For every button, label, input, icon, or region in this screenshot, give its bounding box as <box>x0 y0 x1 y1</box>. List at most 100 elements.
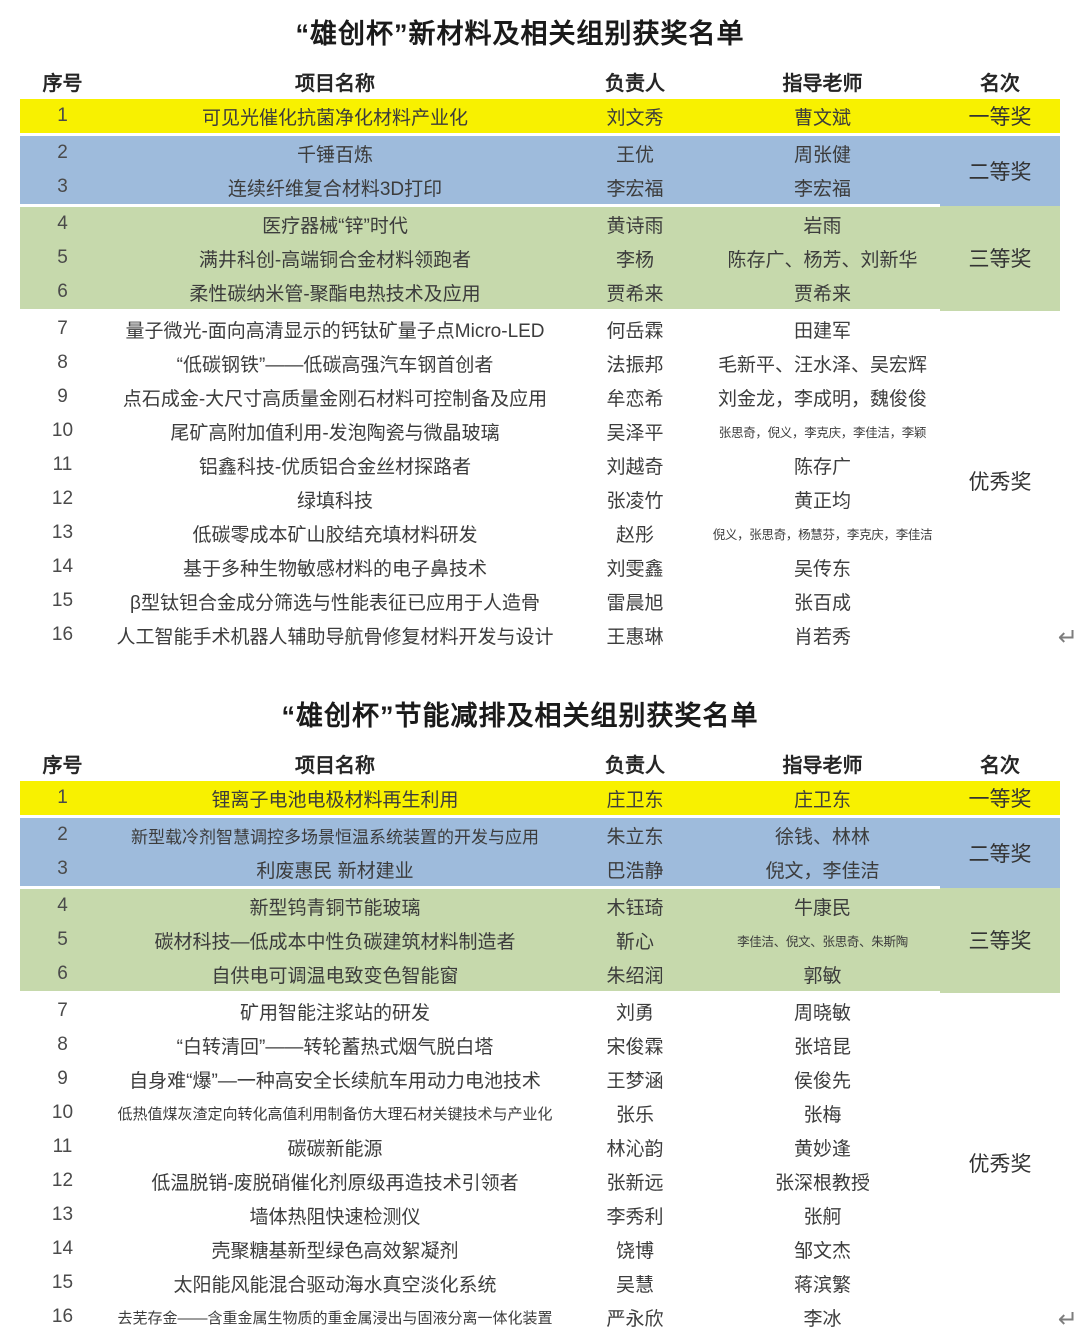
project-name-cell: 新型钨青铜节能玻璃 <box>105 888 565 924</box>
project-name-cell: 量子微光-面向高清显示的钙钛矿量子点Micro-LED <box>105 311 565 347</box>
rank-cell: 三等奖 <box>940 888 1060 993</box>
sequence-cell: 11 <box>20 448 105 482</box>
leader-cell: 庄卫东 <box>565 781 705 817</box>
advisor-cell: 岩雨 <box>705 206 940 242</box>
leader-cell: 木钰琦 <box>565 888 705 924</box>
project-name-cell: 人工智能手术机器人辅助导航骨修复材料开发与设计 <box>105 618 565 652</box>
rank-cell: 优秀奖 <box>940 993 1060 1334</box>
sequence-cell: 16 <box>20 618 105 652</box>
sequence-cell: 10 <box>20 1096 105 1130</box>
leader-cell: 李杨 <box>565 241 705 275</box>
project-name-cell: 可见光催化抗菌净化材料产业化 <box>105 99 565 135</box>
sequence-cell: 12 <box>20 482 105 516</box>
advisor-cell: 张培昆 <box>705 1028 940 1062</box>
header-row: 序号项目名称负责人指导老师名次 <box>20 745 1060 781</box>
column-header: 名次 <box>940 63 1060 99</box>
project-name-cell: 去芜存金——含重金属生物质的重金属浸出与固液分离一体化装置 <box>105 1300 565 1334</box>
header-row: 序号项目名称负责人指导老师名次 <box>20 63 1060 99</box>
leader-cell: 林沁韵 <box>565 1130 705 1164</box>
table-row: 8“白转清回”——转轮蓄热式烟气脱白塔宋俊霖张培昆 <box>20 1028 1060 1062</box>
advisor-cell: 吴传东 <box>705 550 940 584</box>
sequence-cell: 13 <box>20 516 105 550</box>
sequence-cell: 9 <box>20 380 105 414</box>
table-header: 序号项目名称负责人指导老师名次 <box>20 63 1060 99</box>
leader-cell: 李宏福 <box>565 170 705 206</box>
leader-cell: 宋俊霖 <box>565 1028 705 1062</box>
sequence-cell: 14 <box>20 550 105 584</box>
project-name-cell: 低热值煤灰渣定向转化高值利用制备仿大理石材关键技术与产业化 <box>105 1096 565 1130</box>
project-name-cell: 自身难“爆”—一种高安全长续航车用动力电池技术 <box>105 1062 565 1096</box>
sequence-cell: 15 <box>20 584 105 618</box>
project-name-cell: 医疗器械“锌”时代 <box>105 206 565 242</box>
sequence-cell: 1 <box>20 99 105 135</box>
sequence-cell: 12 <box>20 1164 105 1198</box>
project-name-cell: 新型载冷剂智慧调控多场景恒温系统装置的开发与应用 <box>105 817 565 853</box>
table-header: 序号项目名称负责人指导老师名次 <box>20 745 1060 781</box>
leader-cell: 巴浩静 <box>565 852 705 888</box>
leader-cell: 王惠琳 <box>565 618 705 652</box>
leader-cell: 黄诗雨 <box>565 206 705 242</box>
sequence-cell: 11 <box>20 1130 105 1164</box>
advisor-cell: 贾希来 <box>705 275 940 311</box>
leader-cell: 刘雯鑫 <box>565 550 705 584</box>
sequence-cell: 13 <box>20 1198 105 1232</box>
advisor-cell: 陈存广、杨芳、刘新华 <box>705 241 940 275</box>
column-header: 序号 <box>20 745 105 781</box>
project-name-cell: 点石成金-大尺寸高质量金刚石材料可控制备及应用 <box>105 380 565 414</box>
sequence-cell: 10 <box>20 414 105 448</box>
advisor-cell: 牛康民 <box>705 888 940 924</box>
column-header: 序号 <box>20 63 105 99</box>
leader-cell: 朱立东 <box>565 817 705 853</box>
project-name-cell: 柔性碳纳米管-聚酯电热技术及应用 <box>105 275 565 311</box>
sequence-cell: 8 <box>20 346 105 380</box>
sequence-cell: 15 <box>20 1266 105 1300</box>
sequence-cell: 9 <box>20 1062 105 1096</box>
sequence-cell: 7 <box>20 993 105 1029</box>
project-name-cell: 壳聚糖基新型绿色高效絮凝剂 <box>105 1232 565 1266</box>
leader-cell: 刘勇 <box>565 993 705 1029</box>
advisor-cell: 侯俊先 <box>705 1062 940 1096</box>
rank-cell: 优秀奖 <box>940 311 1060 653</box>
advisor-cell: 黄正均 <box>705 482 940 516</box>
leader-cell: 刘文秀 <box>565 99 705 135</box>
advisor-cell: 庄卫东 <box>705 781 940 817</box>
sequence-cell: 1 <box>20 781 105 817</box>
advisor-cell: 毛新平、汪水泽、吴宏辉 <box>705 346 940 380</box>
leader-cell: 贾希来 <box>565 275 705 311</box>
column-header: 项目名称 <box>105 63 565 99</box>
sequence-cell: 14 <box>20 1232 105 1266</box>
advisor-cell: 张舸 <box>705 1198 940 1232</box>
leader-cell: 靳心 <box>565 923 705 957</box>
project-name-cell: “白转清回”——转轮蓄热式烟气脱白塔 <box>105 1028 565 1062</box>
project-name-cell: 千锤百炼 <box>105 135 565 171</box>
rank-cell: 三等奖 <box>940 206 1060 311</box>
paragraph-return-icon: ↵ <box>1058 1308 1078 1332</box>
project-name-cell: 基于多种生物敏感材料的电子鼻技术 <box>105 550 565 584</box>
advisor-cell: 肖若秀 <box>705 618 940 652</box>
project-name-cell: 低温脱销-废脱硝催化剂原级再造技术引领者 <box>105 1164 565 1198</box>
advisor-cell: 陈存广 <box>705 448 940 482</box>
